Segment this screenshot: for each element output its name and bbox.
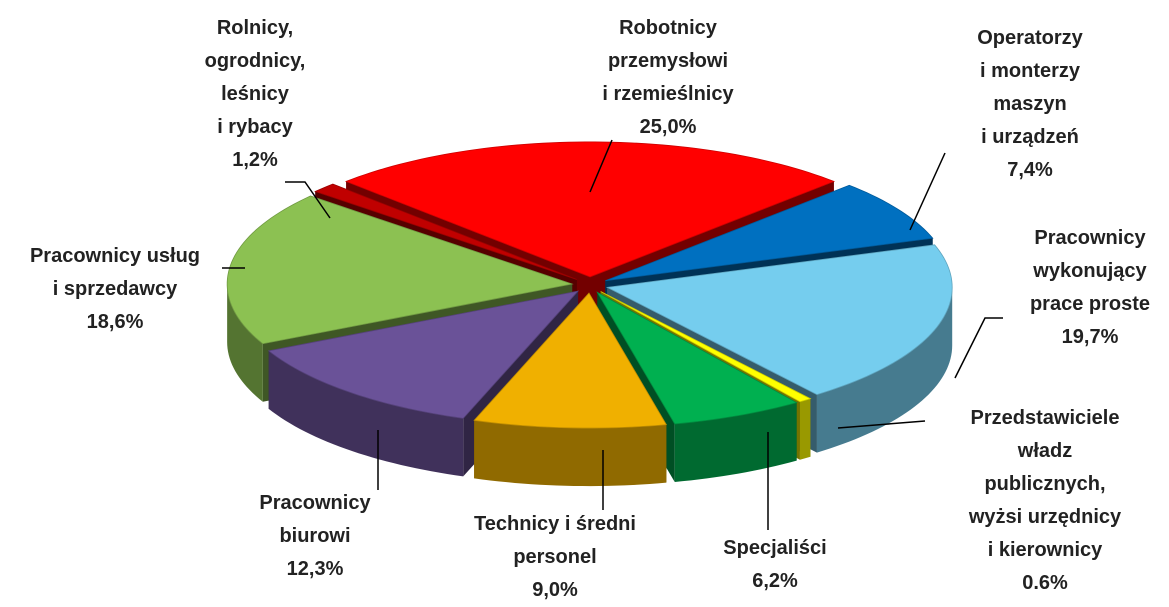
value-label: 7,4%: [1007, 159, 1053, 181]
value-label: 25,0%: [639, 116, 697, 138]
category-label: Technicy i średni personel: [474, 513, 636, 568]
leader-lines: [222, 139, 1003, 530]
category-label: Specjaliści: [723, 537, 827, 559]
leader-line: [285, 181, 331, 219]
value-label: 6,2%: [752, 570, 798, 592]
category-label: Przedstawiciele władz publicznych, wyżsi…: [968, 407, 1122, 561]
slices: [226, 141, 953, 487]
slice-label: Operatorzy i monterzy maszyn i urządzeń 7…: [880, 22, 1169, 187]
slice: [600, 291, 812, 403]
slice: [473, 292, 668, 429]
leader-line: [909, 152, 946, 231]
slice: [226, 195, 574, 345]
slice-side: [799, 398, 811, 460]
value-label: 9,0%: [532, 579, 578, 601]
category-label: Operatorzy i monterzy maszyn i urządzeń: [977, 27, 1083, 148]
slice: [314, 183, 577, 280]
category-label: Pracownicy usług i sprzedawcy: [29, 245, 201, 300]
category-label: Rolnicy, ogrodnicy, leśnicy i rybacy: [204, 17, 306, 138]
slice-label: Pracownicy usług i sprzedawcy 18,6%: [0, 240, 265, 339]
slice-side: [816, 287, 953, 453]
category-label: Pracownicy biurowi: [259, 492, 371, 547]
slice-label: Przedstawiciele władz publicznych, wyżsi…: [895, 402, 1169, 600]
leader-line: [954, 317, 1003, 379]
category-label: Robotnicy przemysłowi i rzemieślnicy: [602, 17, 734, 105]
slice-label: Robotnicy przemysłowi i rzemieślnicy 25,0…: [518, 12, 818, 144]
slice-label: Specjaliści 6,2%: [625, 532, 925, 598]
slice-side: [268, 350, 464, 477]
category-label: Pracownicy wykonujący prace proste: [1029, 227, 1151, 315]
value-label: 18,6%: [86, 311, 144, 333]
slice-side: [474, 420, 667, 487]
slice-label: Pracownicy wykonujący prace proste 19,7%: [940, 222, 1169, 354]
leader-line: [837, 420, 926, 429]
slice-side: [227, 283, 263, 402]
slice: [596, 291, 798, 425]
slice: [344, 141, 836, 278]
value-label: 12,3%: [286, 558, 344, 580]
slice-side: [674, 402, 797, 482]
leader-line: [589, 139, 613, 193]
slice-label: Pracownicy biurowi 12,3%: [165, 487, 465, 586]
slice: [605, 184, 934, 282]
slice-label: Technicy i średni personel 9,0%: [405, 508, 705, 607]
slice: [267, 290, 580, 419]
value-label: 0.6%: [1022, 572, 1068, 594]
value-label: 19,7%: [1061, 326, 1119, 348]
slice: [605, 244, 953, 396]
slice-label: Rolnicy, ogrodnicy, leśnicy i rybacy 1,2%: [105, 12, 405, 177]
value-label: 1,2%: [232, 149, 278, 171]
